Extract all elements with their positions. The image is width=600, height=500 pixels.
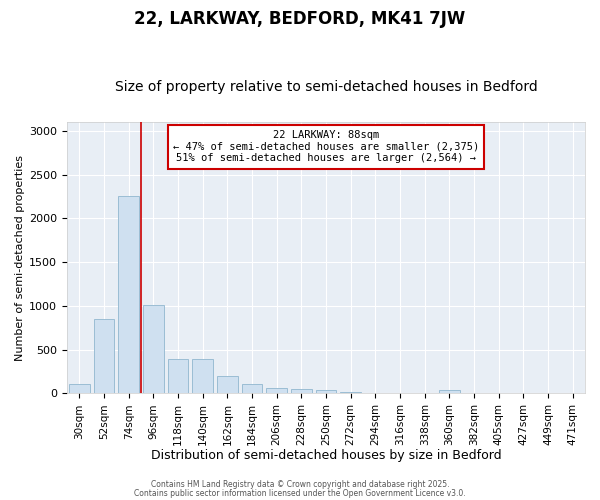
Bar	[217, 376, 238, 394]
Title: Size of property relative to semi-detached houses in Bedford: Size of property relative to semi-detach…	[115, 80, 538, 94]
Bar	[439, 390, 460, 394]
X-axis label: Distribution of semi-detached houses by size in Bedford: Distribution of semi-detached houses by …	[151, 450, 502, 462]
Bar	[316, 390, 337, 394]
Bar	[242, 384, 262, 394]
Bar	[94, 319, 115, 394]
Text: Contains public sector information licensed under the Open Government Licence v3: Contains public sector information licen…	[134, 488, 466, 498]
Bar	[69, 384, 90, 394]
Bar	[340, 392, 361, 394]
Text: Contains HM Land Registry data © Crown copyright and database right 2025.: Contains HM Land Registry data © Crown c…	[151, 480, 449, 489]
Text: 22, LARKWAY, BEDFORD, MK41 7JW: 22, LARKWAY, BEDFORD, MK41 7JW	[134, 10, 466, 28]
Bar	[143, 305, 164, 394]
Bar	[118, 196, 139, 394]
Bar	[167, 360, 188, 394]
Bar	[266, 388, 287, 394]
Bar	[192, 360, 213, 394]
Bar	[291, 389, 312, 394]
Text: 22 LARKWAY: 88sqm
← 47% of semi-detached houses are smaller (2,375)
51% of semi-: 22 LARKWAY: 88sqm ← 47% of semi-detached…	[173, 130, 479, 164]
Y-axis label: Number of semi-detached properties: Number of semi-detached properties	[15, 155, 25, 361]
